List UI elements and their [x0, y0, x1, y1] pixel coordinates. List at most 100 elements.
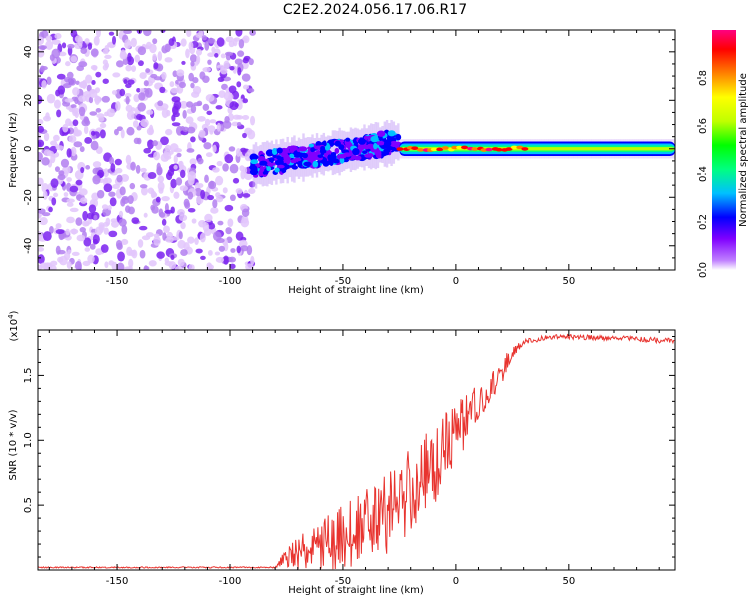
- noise-blob: [214, 251, 221, 256]
- noise-blob: [205, 152, 213, 158]
- noise-blob: [95, 71, 102, 78]
- noise-blob: [175, 177, 183, 186]
- onset-blob: [271, 147, 278, 155]
- noise-blob: [139, 184, 148, 189]
- tone-peak: [430, 147, 438, 152]
- noise-blob: [45, 35, 53, 42]
- y-tick-label: -20: [23, 189, 34, 205]
- noise-blob: [230, 248, 236, 253]
- noise-blob: [190, 61, 195, 67]
- noise-blob: [75, 80, 80, 85]
- noise-blob: [53, 134, 60, 142]
- noise-blob: [170, 87, 180, 94]
- noise-blob: [104, 111, 109, 117]
- noise-blob: [208, 263, 213, 270]
- noise-blob: [143, 80, 149, 87]
- noise-blob: [201, 35, 207, 41]
- onset-blob: [345, 137, 351, 142]
- noise-blob: [143, 30, 152, 37]
- heatmap-marks: [38, 30, 675, 270]
- noise-blob: [179, 185, 189, 192]
- noise-blob: [207, 222, 216, 230]
- noise-blob: [171, 236, 180, 241]
- noise-blob: [116, 174, 123, 183]
- noise-blob: [215, 175, 224, 186]
- noise-blob: [127, 52, 132, 63]
- noise-blob: [64, 98, 74, 103]
- noise-blob: [229, 65, 235, 71]
- noise-blob: [217, 220, 224, 226]
- noise-blob: [149, 43, 157, 54]
- noise-blob: [250, 115, 256, 126]
- noise-blob: [51, 48, 61, 59]
- noise-blob: [138, 92, 146, 101]
- noise-blob: [188, 264, 195, 270]
- noise-blob: [227, 218, 234, 227]
- noise-blob: [196, 55, 201, 65]
- x-tick-label: -150: [106, 276, 129, 287]
- noise-blob: [79, 82, 86, 87]
- noise-blob: [233, 177, 240, 184]
- noise-blob: [43, 132, 50, 142]
- noise-blob: [76, 234, 86, 242]
- noise-blob: [240, 217, 250, 228]
- noise-blob: [109, 156, 115, 165]
- noise-blob: [101, 95, 110, 103]
- line-plot-x-axis-label: Height of straight line (km): [288, 585, 424, 596]
- noise-blob: [94, 96, 102, 104]
- noise-blob: [235, 30, 243, 37]
- noise-blob: [224, 115, 230, 124]
- onset-blob: [267, 162, 275, 167]
- onset-blob: [308, 143, 315, 148]
- noise-blob: [215, 105, 223, 110]
- noise-blob: [38, 213, 42, 219]
- noise-blob: [55, 145, 64, 151]
- noise-blob: [120, 49, 127, 59]
- noise-blob: [224, 204, 234, 212]
- noise-blob: [244, 172, 253, 181]
- onset-blob: [276, 147, 283, 154]
- noise-blob: [82, 210, 88, 221]
- noise-blob: [216, 160, 223, 167]
- noise-blob: [200, 189, 206, 200]
- noise-blob: [69, 77, 77, 86]
- noise-blob: [160, 136, 169, 146]
- noise-blob: [202, 221, 210, 232]
- noise-blob: [153, 233, 160, 238]
- onset-blob: [289, 153, 295, 158]
- noise-blob: [92, 161, 102, 168]
- noise-blob: [86, 212, 95, 220]
- noise-blob: [136, 137, 142, 145]
- noise-blob: [67, 43, 75, 49]
- noise-blob: [138, 225, 148, 231]
- noise-blob: [45, 112, 50, 120]
- noise-blob: [50, 140, 58, 146]
- noise-blob: [178, 231, 183, 240]
- noise-blob: [118, 218, 127, 227]
- onset-blob: [298, 146, 308, 152]
- tone-peak: [451, 145, 459, 150]
- noise-blob: [99, 129, 106, 139]
- noise-blob: [153, 151, 161, 161]
- noise-blob: [107, 205, 112, 211]
- noise-blob: [80, 47, 88, 55]
- onset-blob: [383, 140, 392, 147]
- noise-blob: [71, 107, 79, 114]
- onset-blob: [303, 161, 312, 167]
- noise-blob: [242, 115, 250, 120]
- noise-blob: [121, 224, 128, 235]
- noise-blob: [214, 53, 219, 58]
- noise-blob: [70, 55, 78, 63]
- noise-blob: [124, 92, 132, 98]
- noise-blob: [38, 254, 45, 265]
- noise-blob: [220, 68, 228, 75]
- noise-blob: [157, 181, 165, 192]
- noise-blob: [139, 72, 147, 79]
- noise-blob: [237, 67, 242, 76]
- noise-blob: [147, 139, 154, 150]
- y-multiplier-prefix: (x10: [9, 319, 20, 342]
- noise-blob: [157, 175, 165, 183]
- noise-blob: [147, 171, 157, 179]
- y-tick-label: 20: [23, 94, 34, 107]
- noise-blob: [144, 87, 153, 98]
